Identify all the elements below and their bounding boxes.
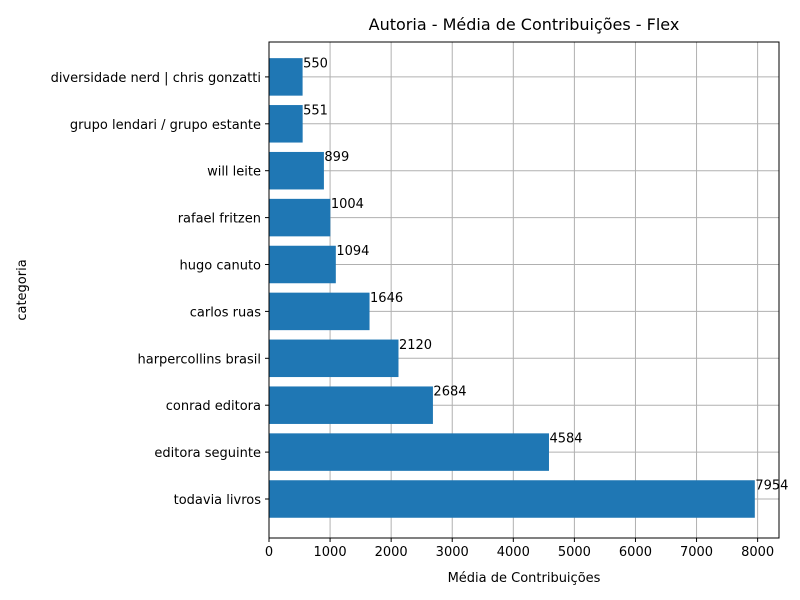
bars <box>269 58 755 518</box>
bar <box>269 433 549 471</box>
x-tick-label: 6000 <box>619 545 652 560</box>
data-label: 1094 <box>336 244 369 259</box>
y-tick-label: todavia livros <box>174 493 262 508</box>
x-tick-label: 0 <box>265 545 273 560</box>
y-tick-label: grupo lendari / grupo estante <box>70 118 261 133</box>
bar <box>269 386 433 424</box>
y-tick-label: hugo canuto <box>180 259 262 274</box>
bar <box>269 58 303 96</box>
data-label: 551 <box>303 103 328 118</box>
y-tick-label: conrad editora <box>166 399 261 414</box>
bar <box>269 105 303 143</box>
x-ticks: 0 1000 2000 3000 4000 5000 6000 7000 8000 <box>265 538 774 560</box>
x-tick-label: 3000 <box>436 545 469 560</box>
x-tick-label: 1000 <box>314 545 347 560</box>
x-tick-label: 4000 <box>497 545 530 560</box>
x-tick-label: 8000 <box>741 545 774 560</box>
data-label: 1004 <box>331 197 364 212</box>
data-label: 7954 <box>755 479 788 494</box>
data-label: 4584 <box>549 432 582 447</box>
x-tick-label: 2000 <box>375 545 408 560</box>
y-tick-label: harpercollins brasil <box>138 352 262 367</box>
plot-frame <box>268 41 780 539</box>
x-tick-label: 5000 <box>558 545 591 560</box>
x-axis-label: Média de Contribuições <box>448 571 601 586</box>
y-tick-label: diversidade nerd | chris gonzatti <box>51 71 261 86</box>
data-labels: 7954 4584 2684 2120 1646 1094 1004 899 551 550 <box>303 56 788 493</box>
y-ticks: todavia livros editora seguinte conrad edi… <box>51 71 269 508</box>
x-tick-label: 7000 <box>680 545 713 560</box>
bar <box>269 245 336 284</box>
y-tick-label: carlos ruas <box>190 305 261 320</box>
data-label: 550 <box>303 56 328 71</box>
bar <box>269 339 399 378</box>
bar <box>269 480 755 518</box>
chart-title: Autoria - Média de Contribuições - Flex <box>369 15 680 34</box>
y-tick-label: rafael fritzen <box>178 212 261 227</box>
data-label: 899 <box>324 150 349 165</box>
y-tick-label: editora seguinte <box>154 446 261 461</box>
data-label: 1646 <box>370 291 403 306</box>
bar <box>269 292 370 331</box>
bar <box>269 151 324 190</box>
y-tick-label: will leite <box>207 165 261 180</box>
data-label: 2684 <box>433 385 466 400</box>
data-label: 2120 <box>399 338 432 353</box>
y-axis-label: categoria <box>15 259 30 320</box>
bar <box>269 198 331 237</box>
